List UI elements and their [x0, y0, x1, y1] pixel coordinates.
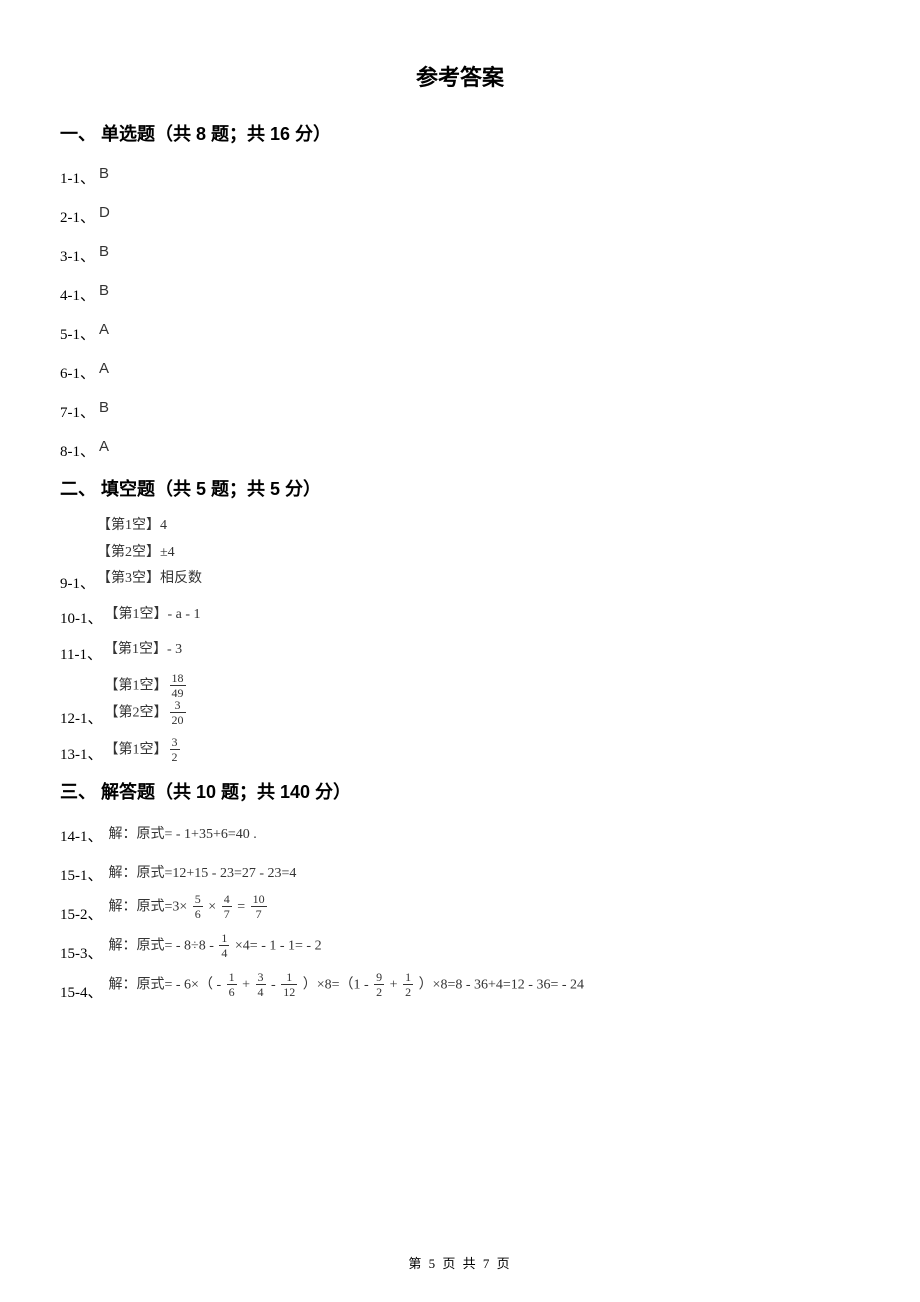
question-number: 14-1、: [60, 825, 105, 846]
solution-row: 15-1、解：原式=12+15 - 23=27 - 23=4: [60, 855, 860, 885]
answer-letter: B: [99, 165, 109, 182]
question-number: 10-1、: [60, 607, 105, 628]
question-number: 1-1、: [60, 167, 97, 188]
answer-letter: D: [99, 204, 110, 221]
fraction: 47: [222, 893, 232, 920]
question-number: 6-1、: [60, 362, 97, 383]
mc-answer-row: 5-1、A: [60, 314, 860, 344]
question-number: 12-1、: [60, 707, 105, 728]
text-span: =: [234, 900, 249, 915]
blank-label: 【第1空】: [105, 679, 168, 694]
section-2-header: 二、 填空题（共 5 题；共 5 分）: [60, 475, 860, 501]
solution-text: 解：原式= - 6×（ - 16 + 34 - 112 ）×8=（1 - 92 …: [109, 972, 585, 999]
text-span: +: [386, 978, 401, 993]
page-footer: 第 5 页 共 7 页: [0, 1253, 920, 1272]
answer-letter: A: [99, 321, 109, 338]
fraction: 112: [281, 971, 297, 998]
text-span: 解：原式= - 6×（ -: [109, 978, 225, 993]
answer-letter: A: [99, 360, 109, 377]
solution-text: 解：原式= - 8÷8 - 14 ×4= - 1 - 1= - 2: [109, 933, 322, 960]
mc-answer-row: 2-1、D: [60, 197, 860, 227]
fraction: 56: [193, 893, 203, 920]
answer-line: 【第1空】4: [97, 513, 202, 540]
answer-letter: B: [99, 282, 109, 299]
answer-letter: B: [99, 399, 109, 416]
mc-answer-row: 7-1、B: [60, 392, 860, 422]
question-number: 15-4、: [60, 981, 105, 1002]
mc-answer-row: 1-1、B: [60, 158, 860, 188]
question-number: 8-1、: [60, 440, 97, 461]
solution-row: 15-2、解：原式=3× 56 × 47 = 107: [60, 894, 860, 924]
text-span: 解：原式= - 8÷8 -: [109, 939, 218, 954]
text-span: ×: [205, 900, 220, 915]
solution-row: 15-3、解：原式= - 8÷8 - 14 ×4= - 1 - 1= - 2: [60, 933, 860, 963]
text-span: ）×8=（1 -: [299, 978, 372, 993]
answer-block: 【第1空】- a - 1: [105, 602, 201, 629]
text-span: 解：原式=3×: [109, 900, 191, 915]
answer-block: 【第1空】- 3: [104, 637, 182, 664]
fraction: 107: [251, 893, 267, 920]
text-span: ）×8=8 - 36+4=12 - 36= - 24: [415, 978, 584, 993]
fraction: 1849: [170, 672, 186, 699]
answer-block: 【第1空】1849【第2空】320: [105, 673, 188, 728]
answer-letter: B: [99, 243, 109, 260]
page-title: 参考答案: [60, 60, 860, 92]
question-number: 15-2、: [60, 903, 105, 924]
solution-text: 解：原式=12+15 - 23=27 - 23=4: [109, 862, 297, 882]
fraction: 34: [256, 971, 266, 998]
section-1-header: 一、 单选题（共 8 题；共 16 分）: [60, 120, 860, 146]
solution-text: 解：原式= - 1+35+6=40 .: [109, 823, 257, 843]
answer-letter: A: [99, 438, 109, 455]
question-number: 5-1、: [60, 323, 97, 344]
text-span: -: [268, 978, 280, 993]
answer-line: 【第3空】相反数: [97, 566, 202, 593]
fraction: 12: [403, 971, 413, 998]
answer-line: 【第1空】1849: [105, 673, 188, 700]
page-container: 参考答案 一、 单选题（共 8 题；共 16 分） 1-1、B2-1、D3-1、…: [0, 0, 920, 1302]
question-number: 15-3、: [60, 942, 105, 963]
answer-line: 【第1空】- a - 1: [105, 602, 201, 629]
section-3-body: 14-1、解：原式= - 1+35+6=40 . 15-1、解：原式=12+15 …: [60, 816, 860, 1002]
fill-answer-row: 12-1、【第1空】1849【第2空】320: [60, 673, 860, 728]
question-number: 15-1、: [60, 864, 105, 885]
fraction: 16: [227, 971, 237, 998]
answer-block: 【第1空】4【第2空】±4【第3空】相反数: [97, 513, 202, 593]
section-3-header: 三、 解答题（共 10 题；共 140 分）: [60, 778, 860, 804]
fraction: 92: [374, 971, 384, 998]
question-number: 13-1、: [60, 743, 105, 764]
mc-answer-row: 3-1、B: [60, 236, 860, 266]
blank-label: 【第2空】: [105, 706, 168, 721]
answer-line: 【第2空】±4: [97, 540, 202, 567]
answer-block: 【第1空】32: [105, 737, 182, 764]
mc-answer-row: 4-1、B: [60, 275, 860, 305]
question-number: 7-1、: [60, 401, 97, 422]
fraction: 320: [170, 699, 186, 726]
section-1-body: 1-1、B2-1、D3-1、B4-1、B5-1、A6-1、A7-1、B8-1、A: [60, 158, 860, 461]
fill-answer-row: 13-1、【第1空】32: [60, 737, 860, 764]
question-number: 11-1、: [60, 643, 104, 664]
question-number: 9-1、: [60, 572, 97, 593]
question-number: 2-1、: [60, 206, 97, 227]
answer-line: 【第2空】320: [105, 700, 188, 727]
mc-answer-row: 8-1、A: [60, 431, 860, 461]
fill-answer-row: 10-1、【第1空】- a - 1: [60, 602, 860, 629]
answer-line: 【第1空】- 3: [104, 637, 182, 664]
question-number: 4-1、: [60, 284, 97, 305]
fill-answer-row: 11-1、【第1空】- 3: [60, 637, 860, 664]
solution-row: 14-1、解：原式= - 1+35+6=40 .: [60, 816, 860, 846]
fill-answer-row: 9-1、【第1空】4【第2空】±4【第3空】相反数: [60, 513, 860, 593]
answer-line: 【第1空】32: [105, 737, 182, 764]
text-span: ×4= - 1 - 1= - 2: [231, 939, 321, 954]
fraction: 14: [219, 932, 229, 959]
fraction: 32: [170, 736, 180, 763]
mc-answer-row: 6-1、A: [60, 353, 860, 383]
blank-label: 【第1空】: [105, 742, 168, 757]
solution-text: 解：原式=3× 56 × 47 = 107: [109, 894, 269, 921]
solution-row: 15-4、解：原式= - 6×（ - 16 + 34 - 112 ）×8=（1 …: [60, 972, 860, 1002]
section-2-body: 9-1、【第1空】4【第2空】±4【第3空】相反数10-1、【第1空】- a -…: [60, 513, 860, 764]
text-span: +: [239, 978, 254, 993]
question-number: 3-1、: [60, 245, 97, 266]
